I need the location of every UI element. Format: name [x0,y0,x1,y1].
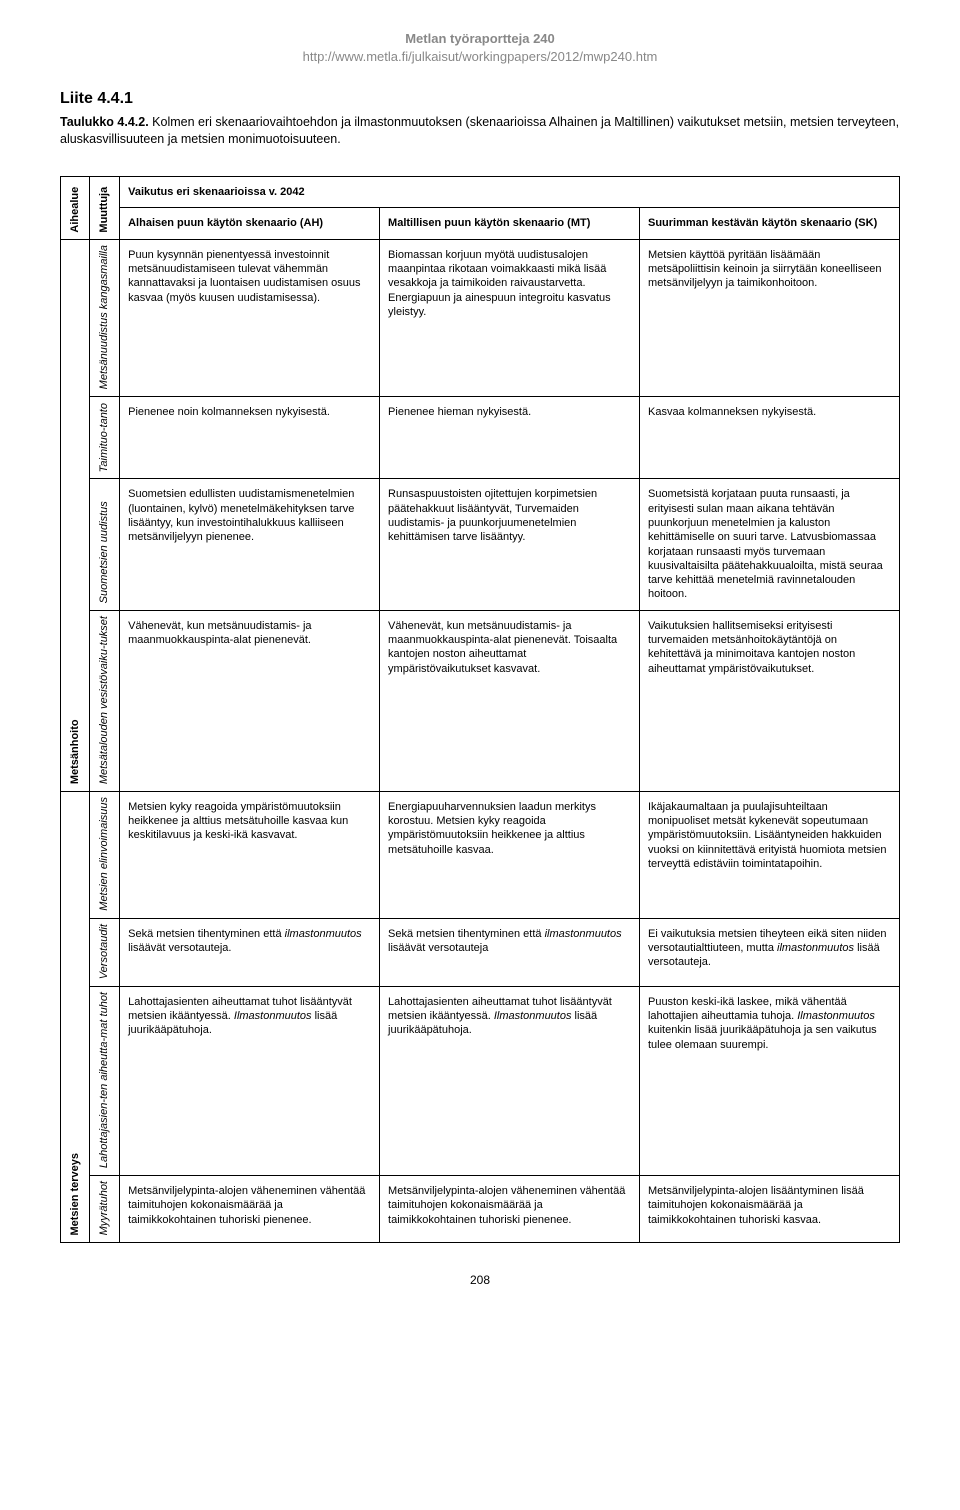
cell-ah: Metsien kyky reagoida ympäristömuutoksii… [120,791,380,918]
cell-ah: Suometsien edullisten uudistamismenetelm… [120,479,380,610]
variable-label: Metsänuudistus kangasmailla [89,239,120,396]
col-header-sk: Suurimman kestävän käytön skenaario (SK) [639,208,899,239]
page-number: 208 [60,1273,900,1287]
group-label: Metsänhoito [61,239,90,791]
cell-mt: Sekä metsien tihentyminen että ilmastonm… [380,918,640,986]
cell-sk: Vaikutuksien hallitsemiseksi erityisesti… [639,610,899,791]
variable-label: Myyrätuhot [89,1175,120,1242]
cell-sk: Kasvaa kolmanneksen nykyisestä. [639,397,899,479]
cell-mt: Pienenee hieman nykyisestä. [380,397,640,479]
variable-label: Taimituo-tanto [89,397,120,479]
table-caption: Taulukko 4.4.2. Kolmen eri skenaariovaih… [60,114,900,148]
caption-text: Kolmen eri skenaariovaihtoehdon ja ilmas… [60,115,899,146]
col-header-scenario: Vaikutus eri skenaarioissa v. 2042 [120,177,900,208]
col-header-mt: Maltillisen puun käytön skenaario (MT) [380,208,640,239]
cell-ah: Lahottajasienten aiheuttamat tuhot lisää… [120,986,380,1175]
cell-sk: Metsänviljelypinta-alojen lisääntyminen … [639,1175,899,1242]
variable-label: Metsien elinvoimaisuus [89,791,120,918]
table-body: MetsänhoitoMetsänuudistus kangasmaillaPu… [61,239,900,1243]
variable-label: Lahottajasien-ten aiheutta-mat tuhot [89,986,120,1175]
variable-label: Suometsien uudistus [89,479,120,610]
document-header: Metlan työraportteja 240 http://www.metl… [60,30,900,66]
group-label: Metsien terveys [61,791,90,1243]
col-header-aihealue: Aihealue [61,177,90,240]
cell-mt: Metsänviljelypinta-alojen väheneminen vä… [380,1175,640,1242]
cell-ah: Pienenee noin kolmanneksen nykyisestä. [120,397,380,479]
cell-sk: Ikäjakaumaltaan ja puulajisuhteiltaan mo… [639,791,899,918]
page-container: Metlan työraportteja 240 http://www.metl… [0,0,960,1327]
variable-label: Versotaudit [89,918,120,986]
cell-sk: Metsien käyttöä pyritään lisäämään metsä… [639,239,899,396]
series-title: Metlan työraportteja 240 [60,30,900,48]
cell-sk: Ei vaikutuksia metsien tiheyteen eikä si… [639,918,899,986]
col-header-muuttuja: Muuttuja [89,177,120,240]
cell-sk: Puuston keski-ikä laskee, mikä vähentää … [639,986,899,1175]
variable-label: Metsätalouden vesistövaiku-tukset [89,610,120,791]
series-url: http://www.metla.fi/julkaisut/workingpap… [60,48,900,66]
scenario-table: Aihealue Muuttuja Vaikutus eri skenaario… [60,176,900,1243]
caption-label: Taulukko 4.4.2. [60,115,149,129]
col-header-ah: Alhaisen puun käytön skenaario (AH) [120,208,380,239]
cell-ah: Sekä metsien tihentyminen että ilmastonm… [120,918,380,986]
cell-mt: Biomassan korjuun myötä uudistusalojen m… [380,239,640,396]
cell-ah: Metsänviljelypinta-alojen väheneminen vä… [120,1175,380,1242]
appendix-title: Liite 4.4.1 [60,90,900,108]
cell-ah: Puun kysynnän pienentyessä investoinnit … [120,239,380,396]
cell-mt: Vähenevät, kun metsänuudistamis- ja maan… [380,610,640,791]
cell-mt: Runsaspuustoisten ojitettujen korpimetsi… [380,479,640,610]
cell-sk: Suometsistä korjataan puuta runsaasti, j… [639,479,899,610]
cell-mt: Energiapuuharvennuksien laadun merkitys … [380,791,640,918]
cell-mt: Lahottajasienten aiheuttamat tuhot lisää… [380,986,640,1175]
cell-ah: Vähenevät, kun metsänuudistamis- ja maan… [120,610,380,791]
